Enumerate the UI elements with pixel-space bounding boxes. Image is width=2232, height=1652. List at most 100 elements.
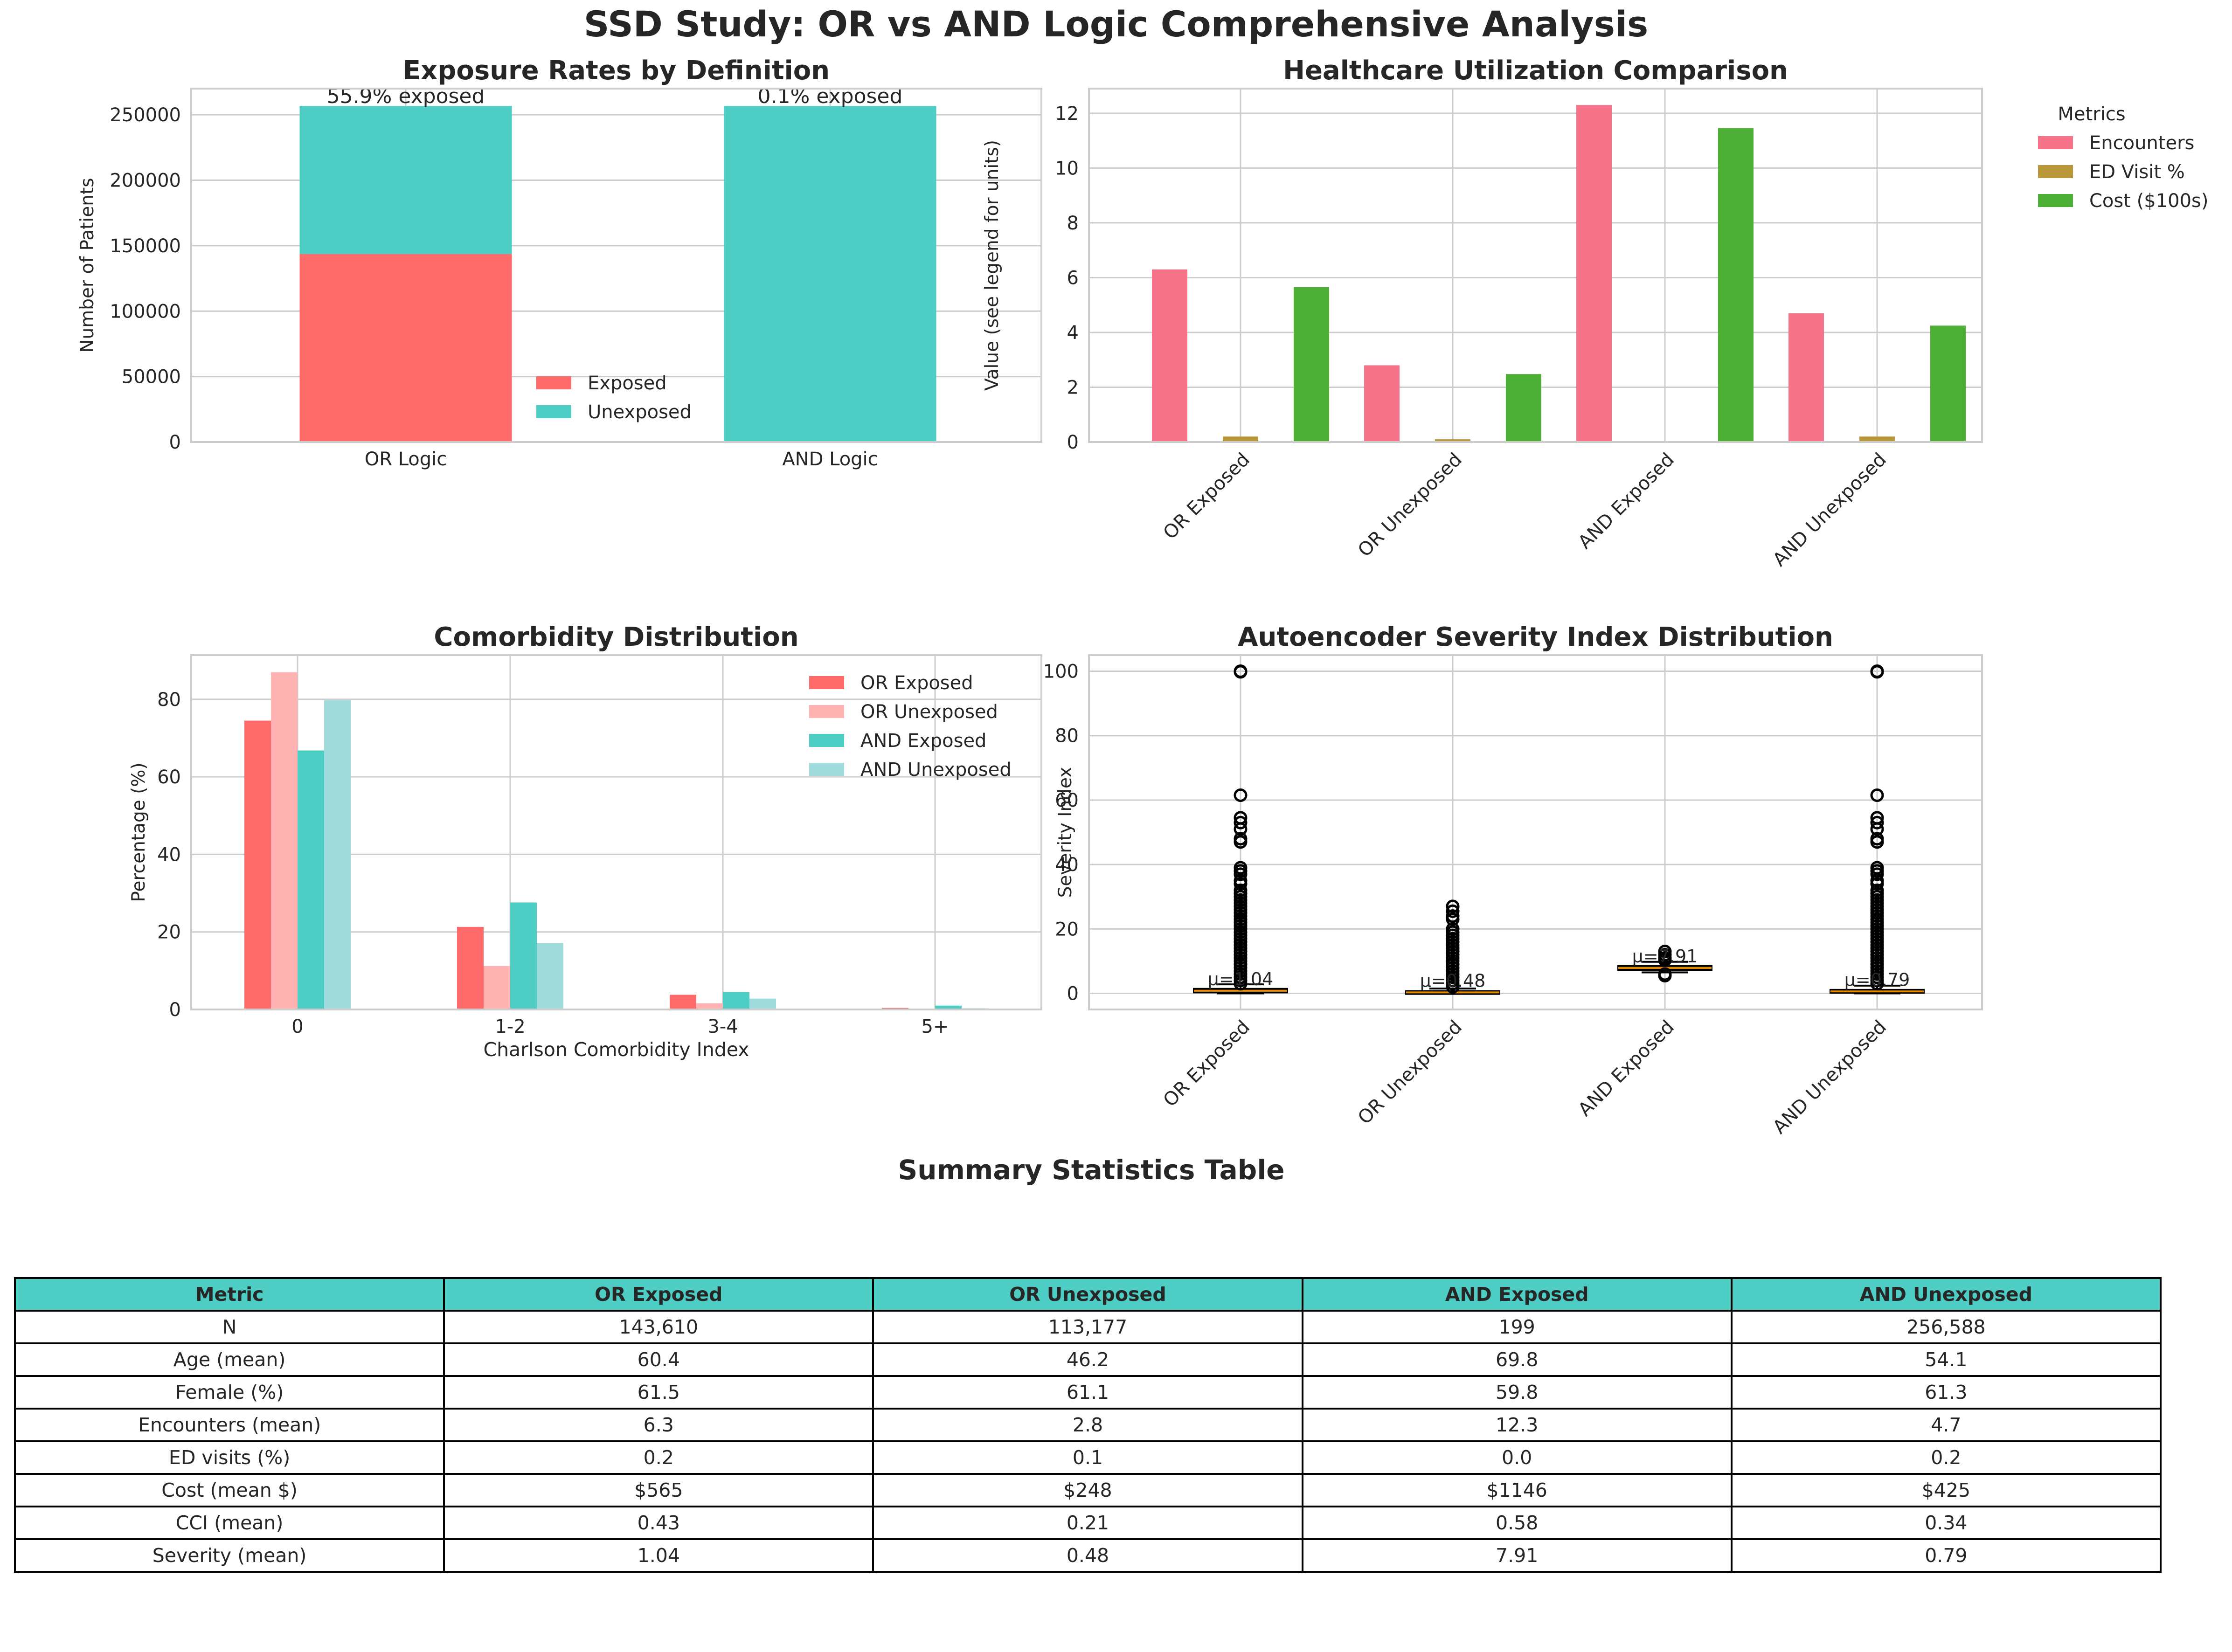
utilization-y-tick-label: 12 [1055,103,1079,124]
utilization-y-tick-label: 10 [1055,158,1079,179]
severity-outlier [1446,909,1460,923]
comorbidity-bar [723,992,749,1009]
severity-y-tick-label: 60 [1055,790,1079,811]
comorbidity-axes-frame [190,654,1042,1010]
severity-outlier [1234,861,1248,875]
utilization-bar [1930,325,1966,442]
comorbidity-bar [935,1005,962,1009]
comorbidity-x-tick-label: 3-4 [707,1016,738,1037]
severity-y-tick-label: 0 [1067,983,1079,1004]
table-cell: N [14,1310,445,1344]
table-cell: 6.3 [443,1408,874,1442]
comorbidity-legend-swatch [809,705,844,718]
severity-x-tick-label: AND Exposed [1574,1016,1678,1121]
table-cell: ED visits (%) [14,1440,445,1475]
table-cell: $425 [1730,1473,2162,1507]
utilization-y-axis-label: Value (see legend for units) [982,140,1003,391]
severity-mean-label: μ=1.04 [1208,969,1274,989]
comorbidity-bar [696,1003,723,1009]
summary-table: Metric OR Exposed OR Unexposed AND Exposed A… [14,1277,2162,1573]
severity-outlier [1870,883,1884,897]
comorbidity-bar [537,943,563,1009]
table-cell: 0.2 [1730,1440,2162,1475]
figure-title: SSD Study: OR vs AND Logic Comprehensive… [583,3,1649,45]
severity-title: Autoencoder Severity Index Distribution [1238,622,1833,652]
utilization-legend-swatch [2038,136,2073,149]
table-cell: 1.04 [443,1538,874,1573]
table-row: Female (%) 61.5 61.1 59.8 61.3 [14,1375,2162,1410]
comorbidity-title: Comorbidity Distribution [434,622,798,652]
severity-outlier [1658,967,1672,981]
table-cell: 59.8 [1301,1375,1733,1410]
exposure-y-tick-label: 200000 [110,170,181,192]
comorbidity-bar [298,750,324,1009]
table-cell: Cost (mean $) [14,1473,445,1507]
exposure-title: Exposure Rates by Definition [403,55,830,86]
severity-y-tick-label: 80 [1055,726,1079,747]
comorbidity-y-tick-label: 0 [169,999,181,1021]
table-cell: 0.79 [1730,1538,2162,1573]
severity-y-tick-label: 20 [1055,919,1079,940]
table-cell: 2.8 [872,1408,1303,1442]
utilization-y-tick-label: 0 [1067,432,1079,453]
severity-outlier [1870,832,1884,846]
table-title: Summary Statistics Table [898,1154,1285,1186]
comorbidity-y-tick-label: 60 [157,767,181,788]
severity-outlier [1870,664,1884,678]
severity-outlier [1446,899,1460,913]
severity-outlier [1234,816,1248,829]
severity-boxplot-chart: 0 20 40 60 80 100 Autoencoder Severity Index D… [1043,622,1983,1138]
table-header-cell: OR Unexposed [872,1277,1303,1312]
table-cell: 0.1 [872,1440,1303,1475]
table-cell: Severity (mean) [14,1538,445,1573]
comorbidity-legend-label: AND Unexposed [860,759,1012,781]
severity-outlier [1446,922,1460,936]
table-cell: 0.43 [443,1506,874,1540]
comorbidity-legend-swatch [809,734,844,747]
table-cell: Encounters (mean) [14,1408,445,1442]
table-cell: $248 [872,1473,1303,1507]
table-header-cell: OR Exposed [443,1277,874,1312]
comorbidity-y-tick-label: 20 [157,922,181,943]
severity-outlier [1234,874,1248,888]
table-row: Cost (mean $) $565 $248 $1146 $425 [14,1473,2162,1507]
table-header-cell: Metric [14,1277,445,1312]
exposure-y-axis-label: Number of Patients [77,178,98,353]
table-row: Age (mean) 60.4 46.2 69.8 54.1 [14,1342,2162,1377]
comorbidity-y-tick-label: 40 [157,844,181,865]
table-cell: 12.3 [1301,1408,1733,1442]
utilization-y-tick-label: 4 [1067,322,1079,344]
utilization-chart: 0 2 4 6 8 10 12 Healthcare Utilization Comparis… [982,55,2209,571]
severity-outlier [1870,788,1884,802]
table-row: Severity (mean) 1.04 0.48 7.91 0.79 [14,1538,2162,1573]
table-cell: $565 [443,1473,874,1507]
table-cell: 0.0 [1301,1440,1733,1475]
severity-outlier [1234,788,1248,802]
severity-outlier [1234,883,1248,897]
comorbidity-legend-swatch [809,763,844,776]
comorbidity-bar [271,672,298,1009]
exposure-y-tick-label: 100000 [110,301,181,322]
comorbidity-x-axis-label: Charlson Comorbidity Index [483,1038,749,1061]
table-cell: 256,588 [1730,1310,2162,1344]
table-cell: 61.5 [443,1375,874,1410]
exposure-y-tick-label: 50000 [122,366,181,388]
table-row: ED visits (%) 0.2 0.1 0.0 0.2 [14,1440,2162,1475]
table-row: CCI (mean) 0.43 0.21 0.58 0.34 [14,1506,2162,1540]
comorbidity-y-tick-label: 80 [157,689,181,711]
table-cell: 7.91 [1301,1538,1733,1573]
utilization-bar [1506,374,1541,442]
utilization-bar [1788,313,1824,442]
severity-y-tick-label: 40 [1055,854,1079,876]
utilization-bar [1294,287,1329,442]
comorbidity-y-axis-label: Percentage (%) [128,762,149,902]
exposure-legend-swatch [536,376,571,389]
table-cell: 60.4 [443,1342,874,1377]
table-cell: 4.7 [1730,1408,2162,1442]
utilization-legend-label: Encounters [2089,132,2194,154]
exposure-rates-chart: 0 50000 100000 150000 200000 250000 Exposure R… [77,55,1042,470]
comorbidity-legend-label: OR Exposed [860,672,973,694]
utilization-bar [1152,269,1187,442]
severity-mean-label: μ=0.48 [1420,970,1486,991]
